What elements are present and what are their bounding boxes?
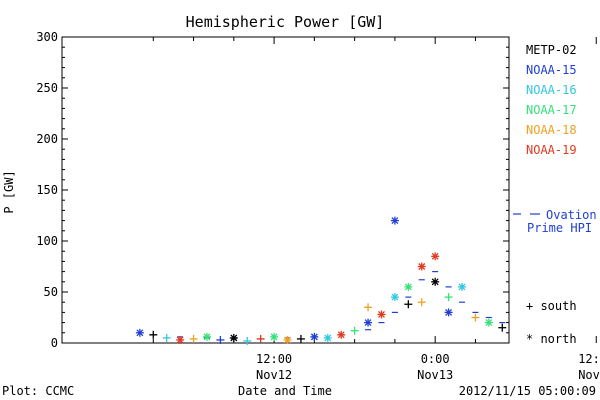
north-point xyxy=(377,310,386,319)
north-point xyxy=(229,333,238,342)
north-point xyxy=(283,335,292,344)
south-point xyxy=(404,300,413,309)
south-point xyxy=(296,334,305,343)
north-point xyxy=(444,308,453,317)
north-point xyxy=(176,335,185,344)
north-point xyxy=(484,318,493,327)
south-point xyxy=(417,298,426,307)
north-point xyxy=(404,282,413,291)
y-axis-label: P [GW] xyxy=(2,170,16,213)
y-tick-label: 200 xyxy=(36,132,58,146)
y-axis-ticks: 0 50 100 150 200 250 300 xyxy=(36,30,509,350)
marker-legend-item: + south xyxy=(526,299,577,313)
y-tick-label: 250 xyxy=(36,81,58,95)
south-point xyxy=(444,293,453,302)
south-point xyxy=(243,336,252,345)
legend-item: NOAA-16 xyxy=(526,83,577,97)
north-point xyxy=(458,282,467,291)
legend-item: NOAA-17 xyxy=(526,103,577,117)
north-point xyxy=(431,252,440,261)
south-point xyxy=(256,334,265,343)
south-point xyxy=(162,333,171,342)
legend: METP-02 NOAA-15 NOAA-16 NOAA-17 NOAA-18 NOAA-… xyxy=(526,43,577,157)
south-point xyxy=(364,303,373,312)
north-point xyxy=(202,332,211,341)
marker-legend-item: * north xyxy=(526,332,577,346)
north-point xyxy=(323,333,332,342)
y-tick-label: 150 xyxy=(36,183,58,197)
ovation-legend-label-1: Ovation xyxy=(546,208,597,222)
north-point xyxy=(337,330,346,339)
x-tick-time-label: 0:00 xyxy=(421,352,450,366)
chart-title: Hemispheric Power [GW] xyxy=(186,13,385,31)
north-point xyxy=(364,318,373,327)
ovation-prime-series xyxy=(150,271,506,340)
north-point xyxy=(135,328,144,337)
plot-timestamp: 2012/11/15 05:00:09 xyxy=(459,384,596,398)
legend-item: METP-02 xyxy=(526,43,577,57)
south-point xyxy=(189,334,198,343)
y-tick-label: 50 xyxy=(44,285,58,299)
plot-frame xyxy=(61,36,510,344)
plot-credit: Plot: CCMC xyxy=(2,384,74,398)
x-tick-date-label: Nov12 xyxy=(256,368,292,382)
y-tick-label: 300 xyxy=(36,30,58,44)
x-axis-label: Date and Time xyxy=(238,384,332,398)
south-point xyxy=(498,323,507,332)
y-tick-label: 0 xyxy=(51,336,58,350)
ovation-legend-label-2: Prime HPI xyxy=(527,221,592,235)
satellite-points xyxy=(135,216,507,345)
north-point xyxy=(390,293,399,302)
south-point xyxy=(149,330,158,339)
x-tick-date-label: Nov13 xyxy=(578,368,600,382)
marker-legend: + south * north xyxy=(526,299,577,346)
x-tick-date-label: Nov13 xyxy=(417,368,453,382)
y-tick-label: 100 xyxy=(36,234,58,248)
ovation-legend: Ovation Prime HPI xyxy=(513,208,597,235)
north-point xyxy=(431,277,440,286)
north-point xyxy=(417,262,426,271)
x-tick-time-label: 12:00 xyxy=(578,352,600,366)
legend-item: NOAA-15 xyxy=(526,63,577,77)
legend-item: NOAA-19 xyxy=(526,143,577,157)
x-axis-ticks: 12:00Nov120:00Nov1312:00Nov130:00Nov1412… xyxy=(152,37,600,382)
south-point xyxy=(216,335,225,344)
north-point xyxy=(270,332,279,341)
north-point xyxy=(310,332,319,341)
legend-item: NOAA-18 xyxy=(526,123,577,137)
north-point xyxy=(390,216,399,225)
south-point xyxy=(350,326,359,335)
x-tick-time-label: 12:00 xyxy=(256,352,292,366)
south-point xyxy=(471,313,480,322)
